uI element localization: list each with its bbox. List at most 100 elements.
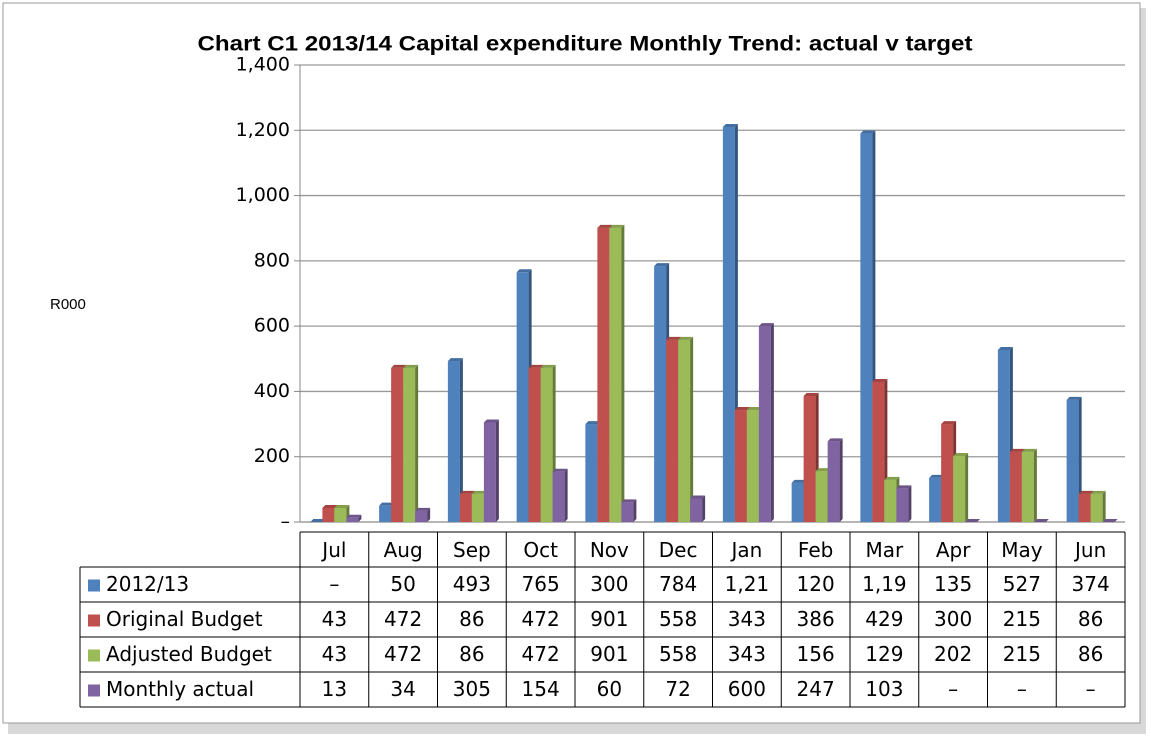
bar-top [391, 364, 407, 368]
y-tick-label: 1,400 [236, 54, 290, 76]
bar-top [415, 507, 431, 511]
bar-top [609, 224, 625, 228]
bar-top [597, 224, 613, 228]
table-value: 784 [659, 572, 697, 596]
y-axis-label: R000 [50, 296, 86, 313]
bar [415, 510, 428, 522]
bar [860, 133, 873, 523]
table-value: 86 [459, 642, 484, 666]
bar-top [678, 336, 694, 340]
bar-top [621, 499, 637, 503]
bar-top [516, 269, 532, 273]
bar-top [690, 495, 706, 499]
bar-side [1078, 396, 1082, 522]
bar-top [1009, 448, 1025, 452]
bar-top [1102, 519, 1118, 522]
bar [896, 488, 909, 522]
bar-top [666, 336, 682, 340]
bar-side [965, 453, 969, 522]
y-tick-label: 1,000 [236, 184, 290, 206]
legend-label: 2012/13 [106, 572, 189, 596]
bar-side [690, 336, 694, 522]
bar [758, 326, 771, 522]
table-value: 901 [590, 607, 628, 631]
legend-label: Adjusted Budget [106, 642, 272, 666]
bar-top [403, 364, 419, 368]
bar-top [1021, 448, 1037, 452]
x-tick-label: Sep [453, 538, 491, 562]
bar-top [758, 323, 774, 327]
bar-top [1033, 519, 1049, 522]
bar [941, 424, 954, 522]
bar-side [621, 224, 625, 522]
bar [827, 441, 840, 522]
table-value: 103 [865, 677, 903, 701]
bar [815, 471, 828, 522]
bar-top [941, 421, 957, 425]
table-value: 86 [1078, 642, 1103, 666]
table-value: 527 [1003, 572, 1041, 596]
table-value: 472 [384, 642, 422, 666]
x-tick-label: Jun [1073, 538, 1106, 562]
bar-top [483, 419, 499, 423]
bar [734, 410, 747, 522]
x-tick-label: Feb [798, 538, 833, 562]
bar [483, 422, 496, 522]
table-value: – [948, 677, 958, 701]
table-value: 13 [322, 677, 347, 701]
table-value: 215 [1003, 642, 1041, 666]
bar [379, 505, 392, 522]
bar [1066, 399, 1079, 522]
bar [1090, 493, 1103, 522]
table-value: 343 [728, 642, 766, 666]
x-tick-label: Jul [320, 538, 346, 562]
table-value: 60 [597, 677, 622, 701]
table-value: 558 [659, 607, 697, 631]
bar-side [770, 323, 774, 522]
x-tick-label: Aug [384, 538, 423, 562]
table-value: 86 [459, 607, 484, 631]
bar [621, 502, 634, 522]
bar-top [552, 468, 568, 472]
bar-side [415, 364, 419, 522]
bar [585, 424, 598, 522]
bar-top [815, 468, 831, 472]
table-value: 386 [797, 607, 835, 631]
legend-label: Original Budget [106, 607, 263, 631]
bar-top [654, 263, 670, 267]
bar-top [346, 514, 362, 518]
table-value: 343 [728, 607, 766, 631]
bar-top [1090, 490, 1106, 494]
bar-top [471, 490, 487, 494]
bar-top [965, 519, 981, 522]
bar-top [528, 364, 544, 368]
bar-side [1033, 448, 1037, 522]
table-value: 215 [1003, 607, 1041, 631]
bar-top [447, 358, 463, 362]
x-tick-label: Dec [659, 538, 698, 562]
bar [552, 471, 565, 522]
y-tick-label: 400 [254, 380, 290, 402]
table-value: 300 [590, 572, 628, 596]
table-value: 1,19 [862, 572, 907, 596]
bar-side [358, 514, 362, 522]
bar-top [860, 130, 876, 134]
x-tick-label: Nov [590, 538, 629, 562]
table-value: – [1086, 677, 1096, 701]
bar [528, 367, 541, 522]
bar [803, 395, 816, 522]
bar-top [872, 378, 888, 382]
bar-top [827, 438, 843, 442]
table-value: 600 [728, 677, 766, 701]
bar-top [334, 504, 350, 508]
bar [654, 266, 667, 522]
table-value: 72 [665, 677, 690, 701]
table-value: 120 [797, 572, 835, 596]
bar-top [746, 407, 762, 411]
table-value: 901 [590, 642, 628, 666]
bar [1009, 451, 1022, 522]
table-value: 305 [453, 677, 491, 701]
legend-swatch [88, 649, 100, 662]
y-tick-label: 200 [254, 445, 290, 467]
table-value: 129 [865, 642, 903, 666]
